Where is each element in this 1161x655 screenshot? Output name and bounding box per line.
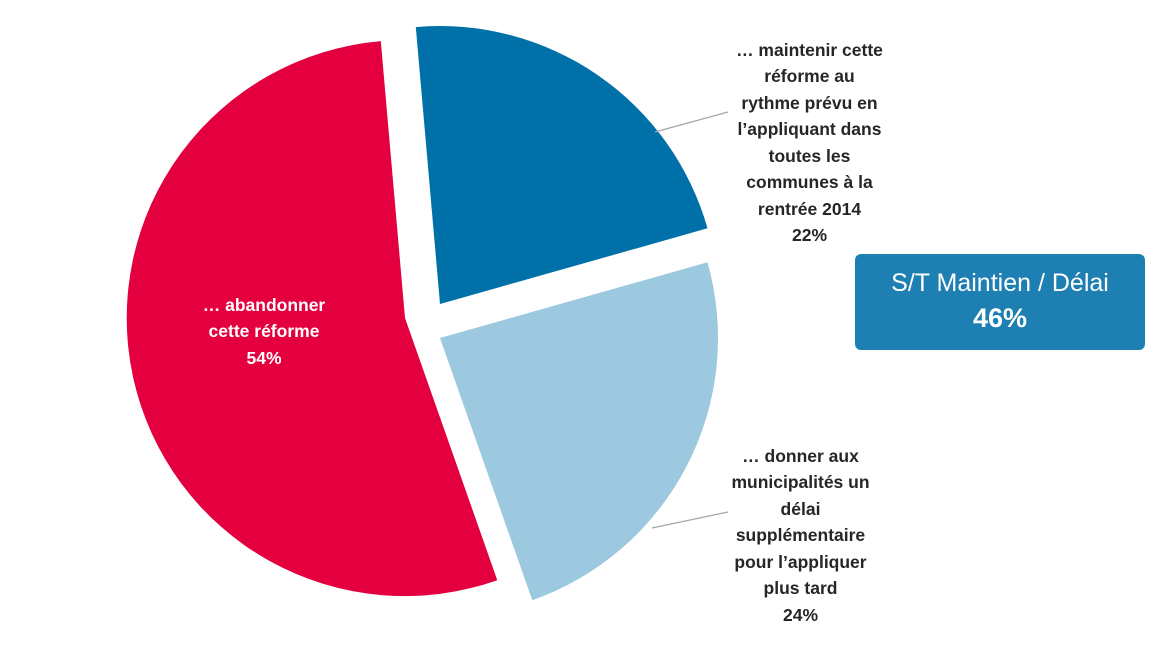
- pie-slice-abandon: [126, 41, 498, 597]
- slice-label-delai-text: … donner aux municipalités un délai supp…: [731, 445, 870, 599]
- leader-line-delai: [651, 511, 729, 529]
- slice-label-delai-pct: 24%: [782, 604, 819, 625]
- summary-value: 46%: [972, 303, 1028, 333]
- slice-label-abandon-pct: 54%: [246, 347, 282, 368]
- slice-label-abandon-text: … abandonner cette réforme: [202, 294, 326, 342]
- summary-title: S/T Maintien / Délai: [891, 269, 1109, 297]
- slice-label-abandon: … abandonner cette réforme 54%: [180, 265, 348, 398]
- slice-label-maintenir: … maintenir cette réforme au rythme prév…: [712, 10, 907, 275]
- pie-slice-delai: [440, 262, 718, 601]
- summary-box: S/T Maintien / Délai 46%: [855, 254, 1145, 350]
- pie-slice-maintenir: [415, 26, 708, 304]
- slice-label-maintenir-pct: 22%: [791, 225, 828, 245]
- slice-label-delai: … donner aux municipalités un délai supp…: [708, 416, 893, 655]
- slice-label-maintenir-text: … maintenir cette réforme au rythme prév…: [736, 39, 883, 219]
- leader-line-maintenir: [654, 111, 729, 133]
